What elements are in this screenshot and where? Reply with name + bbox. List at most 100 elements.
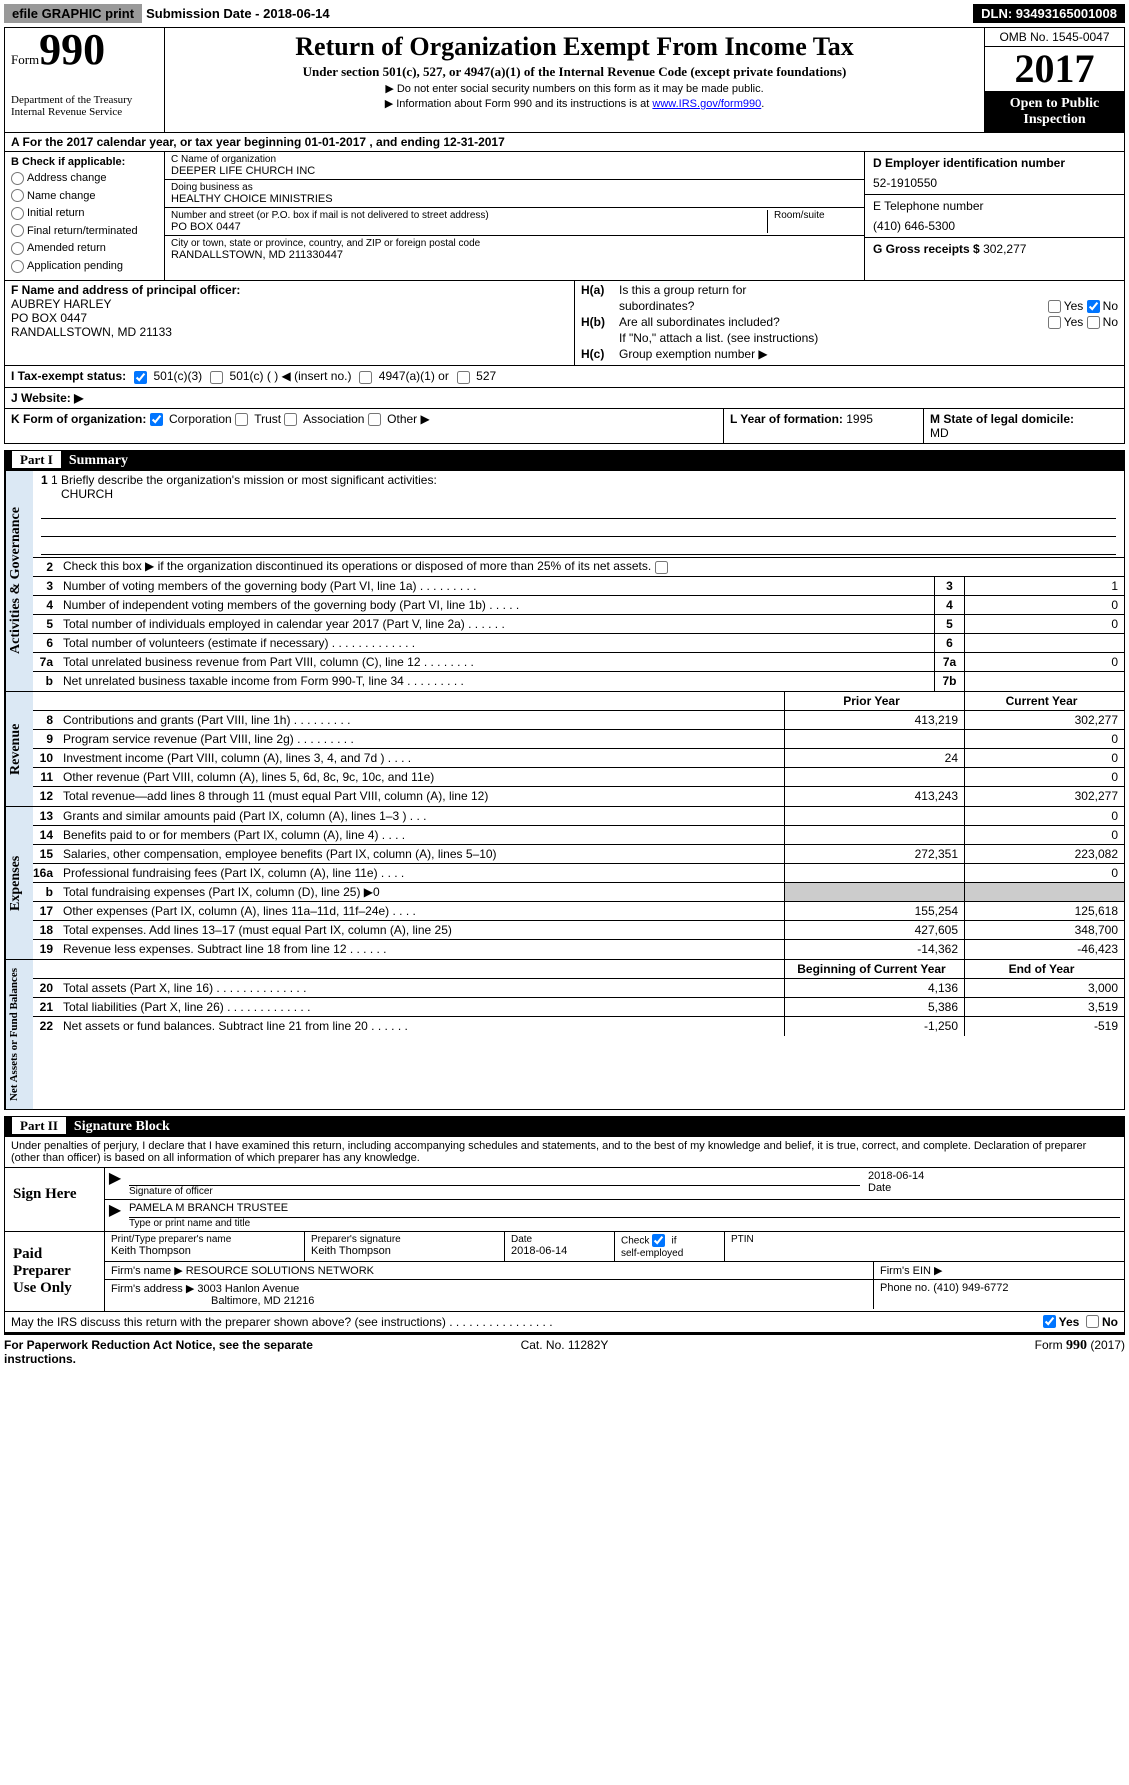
- officer-name: PAMELA M BRANCH TRUSTEE: [129, 1202, 1120, 1218]
- form-title: Return of Organization Exempt From Incom…: [169, 32, 980, 62]
- dln-badge: DLN: 93493165001008: [973, 4, 1125, 23]
- line-l-year: L Year of formation: 1995: [724, 409, 924, 443]
- line-1-mission: 1 1 Briefly describe the organization's …: [33, 471, 1124, 558]
- arrow-icon: ▶: [105, 1168, 125, 1199]
- summary-row: 12Total revenue—add lines 8 through 11 (…: [33, 787, 1124, 806]
- form-number: Form990: [11, 32, 158, 68]
- officer-sig-label: Signature of officer: [129, 1186, 860, 1197]
- paid-preparer-block: Paid Preparer Use Only Print/Type prepar…: [4, 1232, 1125, 1312]
- chk-trust[interactable]: [235, 413, 248, 426]
- chk-discontinued[interactable]: [655, 561, 668, 574]
- chk-ha-no[interactable]: [1087, 300, 1100, 313]
- box-c-org-info: C Name of organizationDEEPER LIFE CHURCH…: [165, 152, 864, 280]
- chk-4947[interactable]: [359, 371, 372, 384]
- chk-527[interactable]: [457, 371, 470, 384]
- discuss-line: May the IRS discuss this return with the…: [4, 1312, 1125, 1333]
- firm-name: RESOURCE SOLUTIONS NETWORK: [186, 1265, 374, 1277]
- summary-row: 22Net assets or fund balances. Subtract …: [33, 1017, 1124, 1036]
- chk-hb-no[interactable]: [1087, 316, 1100, 329]
- line-j-website: J Website: ▶: [4, 388, 1125, 409]
- chk-501c3[interactable]: [134, 371, 147, 384]
- col-beginning-year: Beginning of Current Year: [784, 960, 964, 978]
- summary-row: 18Total expenses. Add lines 13–17 (must …: [33, 921, 1124, 940]
- signature-declaration: Under penalties of perjury, I declare th…: [4, 1137, 1125, 1168]
- box-h-group-return: H(a)Is this a group return for subordina…: [575, 281, 1124, 366]
- tax-year: 2017: [985, 47, 1124, 92]
- summary-row: 21Total liabilities (Part X, line 26) . …: [33, 998, 1124, 1017]
- col-end-year: End of Year: [964, 960, 1124, 978]
- form-subtitle: Under section 501(c), 527, or 4947(a)(1)…: [169, 64, 980, 80]
- info-note: ▶ Information about Form 990 and its ins…: [169, 97, 980, 110]
- omb-number: OMB No. 1545-0047: [985, 28, 1124, 47]
- form-header: Form990 Department of the TreasuryIntern…: [4, 27, 1125, 133]
- city-state-zip: RANDALLSTOWN, MD 211330447: [171, 249, 858, 261]
- line-m-state: M State of legal domicile:MD: [924, 409, 1124, 443]
- summary-row: 13Grants and similar amounts paid (Part …: [33, 807, 1124, 826]
- line-k-form-org: K Form of organization: Corporation Trus…: [5, 409, 724, 443]
- firm-address: 3003 Hanlon Avenue: [197, 1283, 299, 1295]
- box-g-receipts: G Gross receipts $ 302,277: [865, 238, 1124, 280]
- summary-row: 15Salaries, other compensation, employee…: [33, 845, 1124, 864]
- street-address: PO BOX 0447: [171, 221, 761, 233]
- chk-assoc[interactable]: [284, 413, 297, 426]
- tab-net-assets: Net Assets or Fund Balances: [5, 960, 33, 1109]
- chk-amended-return[interactable]: Amended return: [11, 240, 158, 258]
- chk-other[interactable]: [368, 413, 381, 426]
- chk-discuss-yes[interactable]: [1043, 1315, 1056, 1328]
- line-a-tax-year: A For the 2017 calendar year, or tax yea…: [4, 133, 1125, 152]
- summary-row: 10Investment income (Part VIII, column (…: [33, 749, 1124, 768]
- chk-application-pending[interactable]: Application pending: [11, 258, 158, 276]
- part2-header: Part IISignature Block: [4, 1116, 1125, 1137]
- chk-discuss-no[interactable]: [1086, 1315, 1099, 1328]
- summary-row: 7aTotal unrelated business revenue from …: [33, 653, 1124, 672]
- efile-button[interactable]: efile GRAPHIC print: [4, 4, 142, 23]
- sign-here-block: Sign Here ▶ Signature of officer 2018-06…: [4, 1168, 1125, 1232]
- chk-corp[interactable]: [150, 413, 163, 426]
- summary-row: 6Total number of volunteers (estimate if…: [33, 634, 1124, 653]
- preparer-name: Keith Thompson: [111, 1245, 298, 1257]
- ssn-note: ▶ Do not enter social security numbers o…: [169, 82, 980, 95]
- tab-revenue: Revenue: [5, 692, 33, 806]
- sig-date: 2018-06-14: [868, 1170, 1120, 1182]
- box-f-officer: F Name and address of principal officer:…: [5, 281, 575, 366]
- summary-row: 20Total assets (Part X, line 16) . . . .…: [33, 979, 1124, 998]
- line-2-discontinued: Check this box ▶ if the organization dis…: [59, 558, 1124, 574]
- chk-final-return[interactable]: Final return/terminated: [11, 223, 158, 241]
- summary-row: 16aProfessional fundraising fees (Part I…: [33, 864, 1124, 883]
- page-footer: For Paperwork Reduction Act Notice, see …: [4, 1333, 1125, 1369]
- arrow-icon: ▶: [105, 1200, 125, 1231]
- org-name: DEEPER LIFE CHURCH INC: [171, 165, 858, 177]
- inspection-badge: Open to PublicInspection: [985, 92, 1124, 132]
- summary-row: 9Program service revenue (Part VIII, lin…: [33, 730, 1124, 749]
- chk-name-change[interactable]: Name change: [11, 188, 158, 206]
- summary-row: 5Total number of individuals employed in…: [33, 615, 1124, 634]
- irs-link[interactable]: www.IRS.gov/form990: [652, 98, 761, 110]
- chk-501c[interactable]: [210, 371, 223, 384]
- chk-ha-yes[interactable]: [1048, 300, 1061, 313]
- chk-hb-yes[interactable]: [1048, 316, 1061, 329]
- summary-row: 17Other expenses (Part IX, column (A), l…: [33, 902, 1124, 921]
- summary-row: 14Benefits paid to or for members (Part …: [33, 826, 1124, 845]
- firm-phone: Phone no. (410) 949-6772: [874, 1280, 1124, 1309]
- chk-self-employed[interactable]: [652, 1234, 665, 1247]
- summary-row: bTotal fundraising expenses (Part IX, co…: [33, 883, 1124, 902]
- summary-row: 4Number of independent voting members of…: [33, 596, 1124, 615]
- tab-expenses: Expenses: [5, 807, 33, 959]
- part1-header: Part ISummary: [4, 450, 1125, 471]
- box-d-ein: D Employer identification number52-19105…: [865, 152, 1124, 195]
- summary-row: 3Number of voting members of the governi…: [33, 577, 1124, 596]
- dept-treasury: Department of the TreasuryInternal Reven…: [11, 94, 158, 118]
- preparer-sig: Keith Thompson: [311, 1245, 498, 1257]
- tab-governance: Activities & Governance: [5, 471, 33, 691]
- top-bar: efile GRAPHIC print Submission Date - 20…: [4, 4, 1125, 23]
- chk-address-change[interactable]: Address change: [11, 170, 158, 188]
- dba-name: HEALTHY CHOICE MINISTRIES: [171, 193, 858, 205]
- box-e-phone: E Telephone number(410) 646-5300: [865, 195, 1124, 238]
- line-i-tax-status: I Tax-exempt status: 501(c)(3) 501(c) ( …: [5, 365, 1124, 386]
- submission-label: Submission Date - 2018-06-14: [146, 6, 330, 21]
- chk-initial-return[interactable]: Initial return: [11, 205, 158, 223]
- summary-row: 8Contributions and grants (Part VIII, li…: [33, 711, 1124, 730]
- firm-ein: Firm's EIN ▶: [874, 1262, 1124, 1279]
- summary-row: 19Revenue less expenses. Subtract line 1…: [33, 940, 1124, 959]
- col-current-year: Current Year: [964, 692, 1124, 710]
